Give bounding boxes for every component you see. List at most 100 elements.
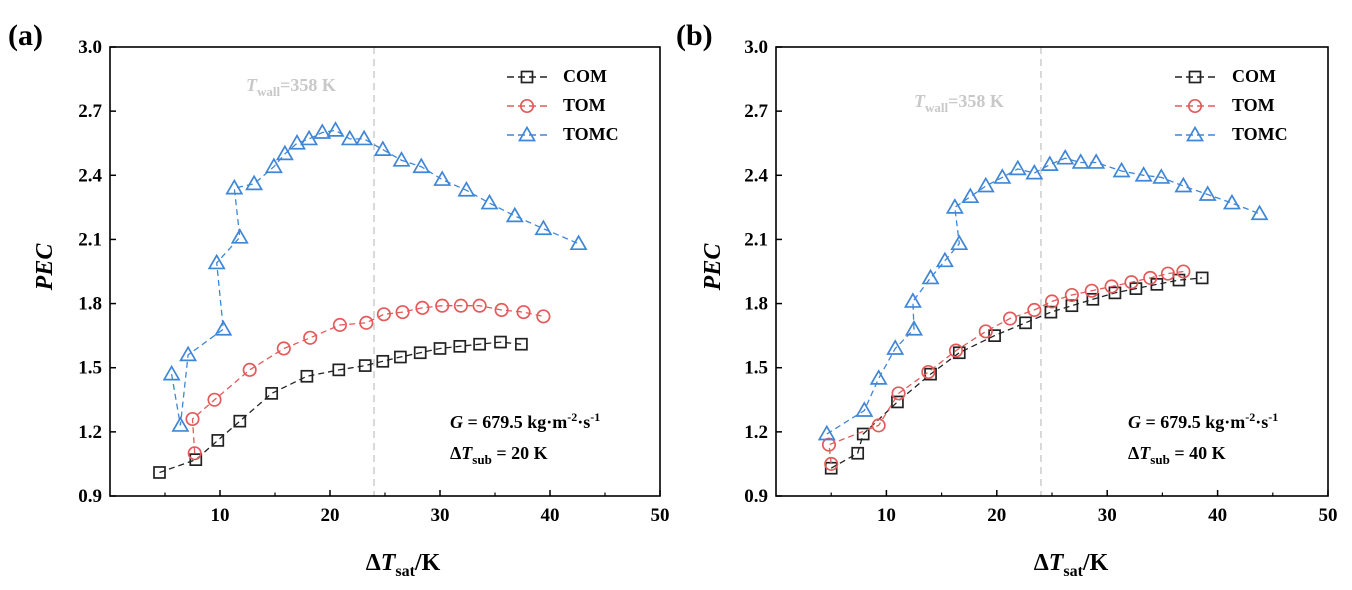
panel-a-com-point (453, 339, 467, 353)
panel-b-tomc-point (1112, 161, 1131, 178)
panel-b-com-point (1019, 316, 1032, 330)
panel-b-legend-tomc-marker (1186, 125, 1204, 142)
panel-a-tomc-point (569, 234, 588, 251)
panel-b: (b) PEC ΔTsat/K Twall=358 K G = 679.5 kg… (676, 19, 1338, 580)
panel-a-tomc-series-line (170, 129, 579, 426)
panel-b-tomc-point (886, 339, 905, 355)
panel-a-tomc-point (534, 219, 553, 236)
panel-b-tomc-point (1152, 168, 1171, 184)
panel-b-com-point (1195, 271, 1209, 285)
panel-a-com-point (358, 359, 372, 372)
panel-b-com-point (1065, 299, 1079, 313)
panel-b-tom-point (1002, 311, 1018, 326)
panel-b-x-tick-label: 40 (1208, 505, 1227, 526)
panel-b-tomc-point (1056, 148, 1075, 165)
panel-b-subcooling-label: ΔTsub = 40 K (1128, 443, 1226, 467)
panel-b-tom-point (1064, 287, 1079, 303)
panel-a-tomc-point (162, 364, 181, 381)
panel-a-tomc-point (412, 157, 431, 174)
panel-b-tomc-point (817, 424, 836, 441)
panel-a-com-point (413, 346, 427, 360)
panel-a-com-point (300, 369, 314, 383)
panel-b-tom-point (1124, 275, 1139, 290)
panel-a-legend-tomc-label: TOMC (563, 124, 619, 144)
panel-a-com-point (332, 363, 346, 377)
panel-b-tom-point (921, 364, 936, 380)
panel-a-tom-point (332, 317, 347, 333)
panel-b-tom-series-line (828, 270, 1184, 464)
panel-b-com-point (1086, 292, 1100, 306)
panel-b-tomc-point (945, 198, 964, 214)
panel-a-tomc-point (373, 140, 392, 156)
panel-b-tom-point (1084, 283, 1099, 298)
panel-a-tom-point (303, 330, 318, 345)
panel-b-y-tick-label: 0.9 (744, 486, 768, 507)
panel-a-tom-point (207, 392, 222, 407)
panel-b-y-tick-label: 1.8 (744, 294, 768, 315)
panel-a-tomc-point (480, 193, 499, 210)
panel-a-tomc-point (392, 151, 411, 167)
panel-a-y-tick-label: 1.2 (78, 422, 102, 443)
panel-a-tomc-point (300, 129, 319, 146)
panel-b-tom-point (871, 418, 886, 433)
panel-a-y-tick-label: 1.8 (78, 294, 102, 315)
panel-b-com-point (1044, 305, 1058, 319)
panel-a-com-point (189, 453, 203, 467)
panel-a-tomc-point (225, 178, 244, 195)
panel-a-com-series-line (159, 341, 522, 474)
panel-b-com-point (952, 346, 966, 360)
panel-b-tom-point (1027, 302, 1042, 318)
panel-a-com-point (394, 350, 407, 364)
panel-b-tomc-point (1198, 185, 1217, 201)
panel-a-tom-point (242, 362, 257, 377)
panel-b-tomc-point (1174, 176, 1193, 193)
panel-b-tomc-point (1087, 153, 1106, 169)
panel-a-y-tick-label: 2.1 (78, 229, 102, 250)
panel-b-y-tick-label: 1.2 (744, 422, 768, 443)
panel-a-com-point (211, 434, 225, 447)
panel-a-tomc-point (288, 134, 306, 150)
panel-a-tom-point (536, 309, 551, 324)
panel-a-tomc-point (179, 345, 198, 362)
panel-a-com-point (265, 387, 279, 400)
panel-a-tomc-point (326, 121, 345, 137)
panel-a-legend-com-marker (520, 70, 534, 84)
panel-a-tomc-point (340, 129, 359, 146)
panel-a-legend-com-label: COM (563, 66, 607, 86)
panel-b-legend-tomc-label: TOMC (1232, 124, 1288, 144)
panel-a-tomc-point (230, 228, 249, 244)
panel-b-tomc-point (921, 268, 940, 285)
panel-a-tomc-point (433, 170, 452, 186)
panel-a-tom-point (516, 305, 531, 320)
panel-a-tom-point (415, 300, 430, 315)
panel-b-tom-point (1143, 270, 1158, 285)
panel-b-com-point (851, 446, 865, 460)
panel-b-tom-point (891, 386, 906, 401)
panel-b-tom-point (1160, 266, 1175, 281)
panel-a-tomc-point (505, 206, 524, 223)
panel-b-y-tick-label: 2.1 (744, 229, 768, 250)
panel-a-tom-series-line (191, 305, 544, 454)
panel-a-tom-point (395, 305, 410, 320)
panel-a-legend-tom-marker (519, 98, 535, 114)
panel-b-tomc-point (961, 187, 980, 204)
panel-b-legend-com-label: COM (1232, 66, 1276, 86)
panel-a-x-tick-label: 40 (541, 505, 560, 526)
panel-b-y-axis-label: PEC (700, 243, 726, 292)
panel-b-legend-com-marker (1188, 70, 1202, 84)
panel-a-y-tick-label: 1.5 (78, 358, 102, 379)
panel-a-tom-point (185, 411, 200, 427)
panel-b-tomc-point (1250, 204, 1269, 221)
panel-b-x-axis-label: ΔTsat/K (1034, 550, 1109, 580)
panel-a-label: (a) (8, 19, 43, 52)
panel-b-x-tick-label: 10 (877, 505, 896, 526)
panel-a: (a) PEC ΔTsat/K Twall=358 K G = 679.5 kg… (8, 19, 670, 580)
panel-a-tom-point (187, 446, 202, 461)
panel-b-tom-point (1176, 264, 1191, 279)
panel-b-legend-tom-label: TOM (1232, 95, 1275, 115)
panel-a-legend-tom-label: TOM (563, 95, 606, 115)
panel-a-y-tick-label: 3.0 (78, 37, 102, 58)
panel-a-com-point (433, 342, 447, 355)
panel-a-x-tick-label: 30 (431, 505, 450, 526)
